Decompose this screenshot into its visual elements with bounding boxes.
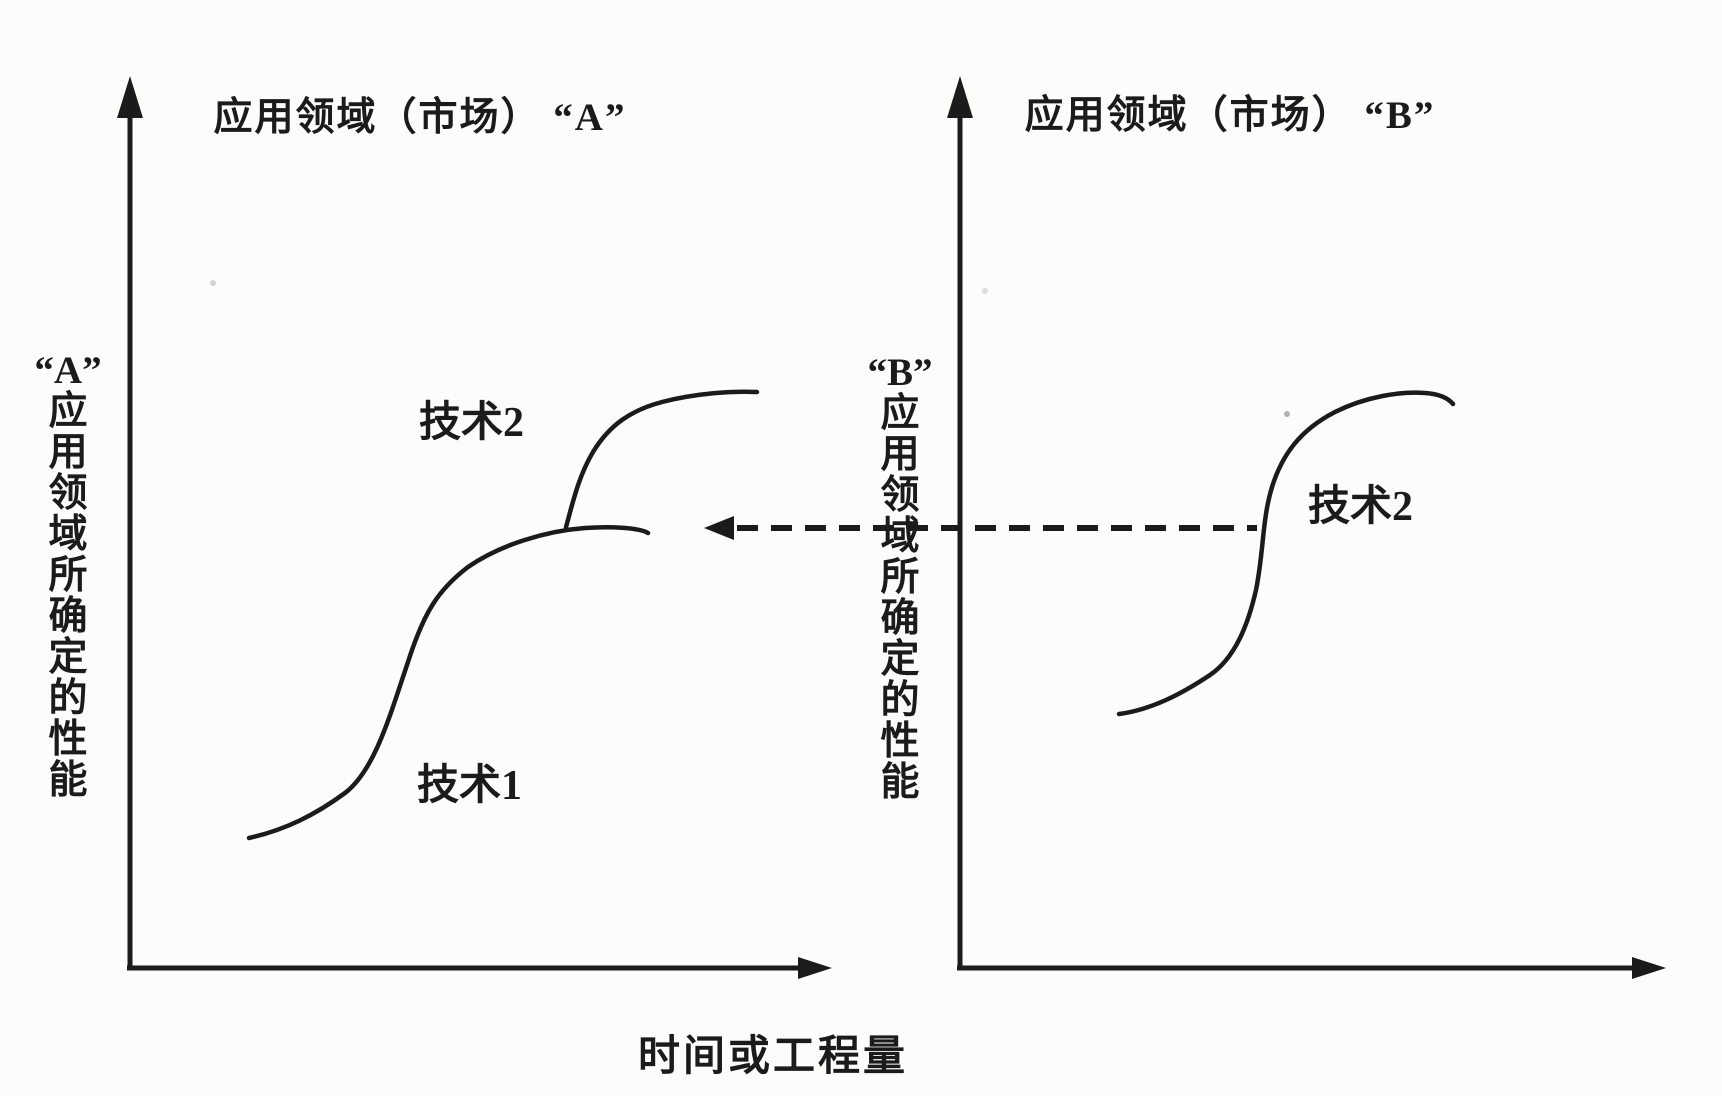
chart-a-y-axis-arrow-up-icon [117, 76, 143, 118]
tech-transfer-arrow-left-icon [704, 516, 734, 540]
chart-b-tech2-curve [1116, 390, 1456, 717]
scan-speck [210, 280, 216, 286]
chart-b-y-axis-label: “B” 应用领域所确定的性能 [867, 351, 933, 804]
chart-a-tech2-curve [563, 389, 760, 530]
chart-b-x-axis-arrow-right-icon [1632, 957, 1666, 979]
chart-a-tech1-curve [246, 524, 651, 841]
chart-a-y-axis-label: “A” 应用领域所确定的性能 [34, 349, 102, 802]
chart-b-tech2-curve-label: 技术2 [1308, 484, 1414, 530]
scan-speck [1284, 411, 1290, 417]
chart-b-y-axis-arrow-up-icon [947, 76, 973, 118]
chart-a-x-axis-arrow-right-icon [798, 957, 832, 979]
chart-b-title: 应用领域（市场） “B” [1024, 94, 1436, 137]
chart-a-tech2-curve-label: 技术2 [419, 400, 525, 446]
chart-a-tech1-curve-label: 技术1 [417, 763, 523, 809]
x-axis-label: 时间或工程量 [637, 1034, 908, 1080]
scan-speck [982, 288, 988, 294]
chart-a-title: 应用领域（市场） “A” [213, 96, 627, 139]
